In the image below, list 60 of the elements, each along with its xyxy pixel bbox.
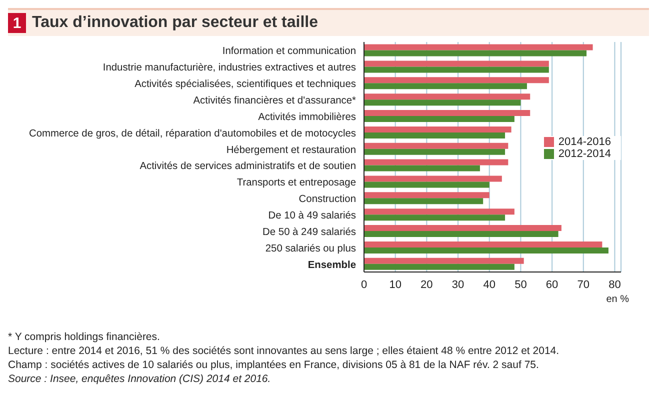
bar [364,159,508,166]
x-tick-label: 30 [452,278,464,291]
bar [364,182,490,188]
bar [364,192,490,198]
text: Lecture : entre 2014 et 2016, 51 % des sociétés sont innovantes au sens large ; elles étaient 48 % entre 2012 et 2014. [8,344,560,358]
text: 1 [8,13,26,33]
source-note: Source : Insee, enquêtes Innovation (CIS) 2014 et 2016. [8,372,272,386]
text: Taux d’innovation par secteur et taille [32,14,318,32]
bar [364,132,506,138]
y-tick-label: Industrie manufacturière, industries extractives et autres [102,62,356,74]
x-tick-label: 80 [608,278,621,291]
bar [364,100,521,106]
bar [364,50,587,56]
y-tick-label: Activités spécialisées, scientifiques et techniques [134,79,356,90]
y-tick-label: Activités financières et d'assurance* [193,96,356,106]
y-tick-label: Ensemble [308,260,356,271]
x-axis-title: en % [606,294,630,305]
bar [364,264,514,270]
y-tick-label: Activités immobilières [258,112,356,123]
y-tick-label: Commerce de gros, de détail, réparation d'automobiles et de motocycles [29,128,356,140]
bar [364,142,508,149]
bar [364,148,506,155]
text: Champ : sociétés actives de 10 salariés ou plus, implantées en France, divisions 05 à 81 de la NAF rév. 2 sauf 75. [8,358,540,372]
bar [364,176,502,182]
bar [364,214,506,221]
legend-label: 2012-2014 [558,148,611,160]
bar [364,165,480,172]
x-tick-label: 10 [389,278,402,291]
bar [364,110,530,116]
y-tick-label: De 50 à 249 salariés [262,226,356,238]
bar [364,231,558,238]
bar [364,66,549,73]
x-tick-label: 20 [420,278,433,291]
bar [364,94,530,100]
bar [364,225,562,232]
legend-label: 2014-2016 [558,136,611,148]
bar [364,116,514,122]
x-tick-label: 60 [546,278,558,291]
bar [364,44,593,50]
bar [364,83,527,90]
y-tick-label: 250 salariés ou plus [265,243,356,254]
bar [364,258,524,264]
y-tick-label: De 10 à 49 salariés [268,210,356,222]
x-tick-label: 0 [360,278,368,291]
y-tick-label: Information et communication [222,46,356,58]
x-tick-label: 50 [514,278,527,291]
y-tick-label: Hébergement et restauration [226,144,356,156]
bar [364,126,512,132]
x-tick-label: 40 [483,278,496,291]
x-tick-label: 70 [577,278,590,291]
y-tick-label: Construction [298,194,356,206]
bar [364,247,608,254]
text: * Y compris holdings financières. [8,330,161,344]
bar [364,208,514,215]
y-tick-label: Activités de services administratifs et de soutien [140,161,356,172]
y-tick-label: Transports et entreposage [236,178,356,189]
bar [364,198,484,204]
bar [364,77,549,84]
bar [364,241,602,248]
bar [364,60,549,67]
